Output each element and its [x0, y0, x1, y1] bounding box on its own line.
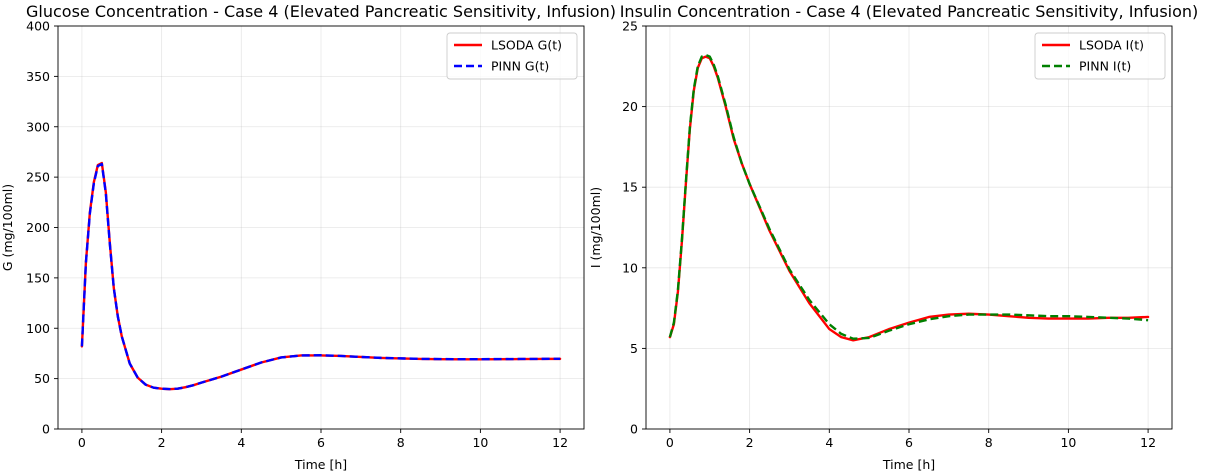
x-tick-label: 4 [825, 435, 833, 450]
legend: LSODA I(t) PINN I(t) [1034, 32, 1166, 80]
x-tick-label: 6 [905, 435, 913, 450]
glucose-chart: 0 2 4 6 8 10 12 0 50 100 150 200 250 300 350 400 Time [h… [0, 2, 616, 472]
x-axis-ticks: 0 2 4 6 8 10 12 [666, 429, 1156, 450]
grid [58, 25, 584, 430]
grid [646, 25, 1172, 430]
y-tick-label: 150 [26, 270, 50, 285]
x-tick-label: 12 [1140, 435, 1156, 450]
y-tick-label: 400 [26, 19, 50, 34]
x-tick-label: 6 [317, 435, 325, 450]
y-tick-label: 100 [26, 321, 50, 336]
y-tick-label: 5 [630, 341, 638, 356]
y-tick-label: 250 [26, 170, 50, 185]
insulin-chart: 0 2 4 6 8 10 12 0 5 10 15 20 25 Time [h] I (mg/100ml) I… [588, 2, 1198, 472]
y-tick-label: 20 [622, 99, 638, 114]
legend-label: LSODA G(t) [491, 38, 562, 53]
y-tick-label: 50 [34, 371, 50, 386]
x-tick-label: 10 [1060, 435, 1076, 450]
x-tick-label: 12 [552, 435, 568, 450]
x-axis-label: Time [h] [294, 457, 347, 472]
y-tick-label: 200 [26, 220, 50, 235]
series-line-pinn [80, 162, 561, 391]
series-line-pinn [668, 53, 1149, 340]
x-tick-label: 8 [397, 435, 405, 450]
y-axis-label: G (mg/100ml) [0, 184, 15, 271]
legend-label: PINN I(t) [1079, 59, 1131, 74]
x-tick-label: 2 [746, 435, 754, 450]
series-line-lsoda [668, 55, 1150, 342]
legend-label: PINN G(t) [491, 59, 549, 74]
y-tick-label: 15 [622, 180, 638, 195]
y-tick-label: 0 [630, 422, 638, 437]
y-tick-label: 0 [42, 422, 50, 437]
legend: LSODA G(t) PINN G(t) [446, 32, 578, 80]
y-axis-ticks: 0 5 10 15 20 25 [622, 19, 646, 437]
x-tick-label: 2 [158, 435, 166, 450]
x-tick-label: 0 [78, 435, 86, 450]
x-tick-label: 8 [985, 435, 993, 450]
x-tick-label: 10 [472, 435, 488, 450]
y-tick-label: 10 [622, 260, 638, 275]
y-axis-label: I (mg/100ml) [588, 187, 603, 268]
chart-title: Glucose Concentration - Case 4 (Elevated… [26, 2, 616, 21]
x-axis-label: Time [h] [882, 457, 935, 472]
x-axis-ticks: 0 2 4 6 8 10 12 [78, 429, 568, 450]
y-tick-label: 25 [622, 19, 638, 34]
chart-title: Insulin Concentration - Case 4 (Elevated… [620, 2, 1199, 21]
x-tick-label: 4 [237, 435, 245, 450]
y-axis-ticks: 0 50 100 150 200 250 300 350 400 [26, 19, 58, 437]
y-tick-label: 300 [26, 119, 50, 134]
x-tick-label: 0 [666, 435, 674, 450]
legend-label: LSODA I(t) [1079, 38, 1144, 53]
y-tick-label: 350 [26, 69, 50, 84]
